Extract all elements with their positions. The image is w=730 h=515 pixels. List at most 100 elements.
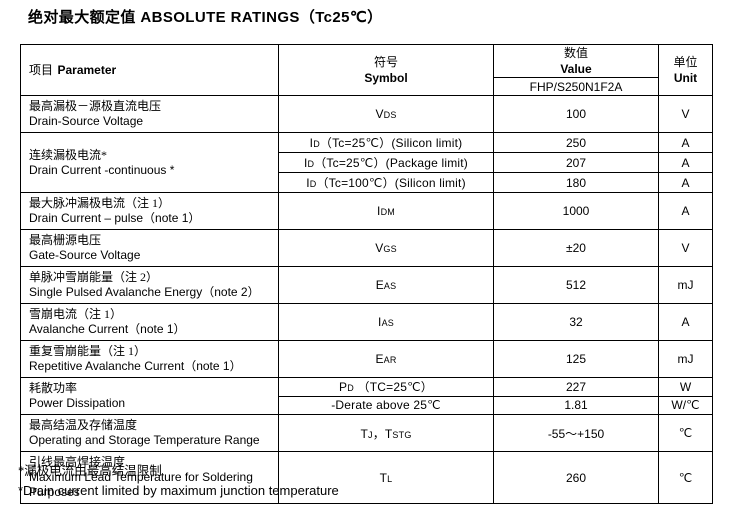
- row-symbol: EAR: [278, 340, 494, 378]
- header-symbol: 符号 Symbol: [278, 44, 494, 96]
- symbol-main: I: [309, 136, 314, 150]
- symbol-sub: DS: [383, 110, 397, 120]
- symbol-main: V: [375, 241, 384, 255]
- row-value: 100: [493, 95, 659, 133]
- parameter-cn: 最大脉冲漏极电流（注 1）: [29, 196, 171, 210]
- row-unit: mJ: [658, 266, 713, 304]
- parameter-en: Gate-Source Voltage: [29, 248, 141, 262]
- row-unit: V: [658, 229, 713, 267]
- row-symbol: -Derate above 25℃: [278, 395, 494, 415]
- row-value: -55～+150: [493, 414, 659, 452]
- row-value: 1.81: [493, 395, 659, 415]
- parameter-en-2: Purposes: [29, 485, 80, 499]
- row-unit: A: [658, 152, 713, 173]
- row-symbol: TJ，TSTG: [278, 414, 494, 452]
- parameter-cn: 最高漏极－源极直流电压: [29, 99, 162, 113]
- row-value: 250: [493, 132, 659, 153]
- symbol-suffix: （Tc=25℃）(Package limit): [314, 156, 469, 170]
- table-row: ID（Tc=100℃）(Silicon limit) 180 A: [21, 172, 713, 193]
- row-symbol: IDM: [278, 192, 494, 230]
- row-symbol: ID（Tc=25℃）(Package limit): [278, 152, 494, 173]
- row-symbol: TL: [278, 451, 494, 504]
- absolute-ratings-table: 项目 Parameter 符号 Symbol 数值 Value FHP/S250…: [20, 44, 713, 504]
- symbol-sub: L: [387, 473, 393, 484]
- symbol-main: I: [378, 315, 382, 329]
- symbol-main: I: [303, 156, 308, 170]
- row-value: 32: [493, 303, 659, 341]
- parameter-en: Operating and Storage Temperature Range: [29, 433, 260, 447]
- row-parameter: 耗散功率 Power Dissipation: [20, 377, 279, 415]
- symbol-main: T: [379, 470, 388, 485]
- row-unit: ℃: [658, 414, 713, 452]
- row-value: 1000: [493, 192, 659, 230]
- symbol-suffix: （Tc=100℃）(Silicon limit): [316, 176, 466, 190]
- header-value: 数值 Value FHP/S250N1F2A: [493, 44, 659, 96]
- parameter-en: Drain-Source Voltage: [29, 114, 144, 128]
- row-value: 125: [493, 340, 659, 378]
- header-symbol-cn: 符号: [373, 54, 398, 69]
- row-symbol: IAS: [278, 303, 494, 341]
- header-unit-cn: 单位: [673, 54, 698, 69]
- parameter-cn: 引线最高焊接温度: [29, 455, 126, 469]
- symbol-main: E: [375, 278, 384, 292]
- parameter-cn: 雪崩电流（注 1）: [29, 307, 123, 321]
- header-parameter: 项目 Parameter: [20, 44, 279, 96]
- header-value-labels: 数值 Value: [494, 45, 658, 78]
- table-row: 单脉冲雪崩能量（注 2） Single Pulsed Avalanche Ene…: [20, 266, 713, 304]
- header-unit-en: Unit: [673, 70, 698, 85]
- row-unit: ℃: [658, 451, 713, 504]
- row-parameter: 单脉冲雪崩能量（注 2） Single Pulsed Avalanche Ene…: [20, 266, 279, 304]
- table-row: 最高结温及存储温度 Operating and Storage Temperat…: [20, 414, 713, 452]
- parameter-cn: 重复雪崩能量（注 1）: [29, 344, 147, 358]
- symbol-sub: D: [347, 383, 354, 394]
- symbol-sub: DM: [380, 207, 395, 217]
- row-symbol: VGS: [278, 229, 494, 267]
- symbol-main: T: [360, 426, 368, 441]
- table-row: 引线最高焊接温度 Maximum Lead Temperature for So…: [20, 451, 713, 504]
- row-parameter: 最高结温及存储温度 Operating and Storage Temperat…: [20, 414, 279, 452]
- row-parameter: 最大脉冲漏极电流（注 1） Drain Current – pulse（note…: [20, 192, 279, 230]
- symbol-sub: AS: [381, 318, 394, 328]
- row-symbol: ID（Tc=25℃）(Silicon limit): [278, 132, 494, 153]
- row-value: 260: [493, 451, 659, 504]
- table-row: 耗散功率 Power Dissipation PD （TC=25℃） 227 W: [20, 377, 713, 415]
- symbol-suffix: （Tc=25℃）(Silicon limit): [319, 136, 463, 150]
- row-value: 512: [493, 266, 659, 304]
- row-parameter: 引线最高焊接温度 Maximum Lead Temperature for So…: [20, 451, 279, 504]
- table-row: 最高漏极－源极直流电压 Drain-Source Voltage VDS 100…: [20, 95, 713, 133]
- table-row: 最高栅源电压 Gate-Source Voltage VGS ±20 V: [20, 229, 713, 267]
- symbol-main: P: [339, 380, 348, 395]
- symbol-sub: D: [309, 179, 317, 189]
- row-parameter: 连续漏极电流* Drain Current -continuous *: [20, 132, 279, 193]
- symbol-suffix: （TC=25℃）: [357, 380, 433, 395]
- parameter-en: Drain Current -continuous *: [29, 162, 175, 177]
- table-header-row: 项目 Parameter 符号 Symbol 数值 Value FHP/S250…: [20, 44, 713, 96]
- symbol-main: E: [375, 352, 384, 366]
- header-value-cn: 数值: [563, 45, 588, 60]
- table-row: -Derate above 25℃ 1.81 W/℃: [21, 395, 713, 415]
- row-parameter: 最高栅源电压 Gate-Source Voltage: [20, 229, 279, 267]
- row-symbol: VDS: [278, 95, 494, 133]
- table-row: 最大脉冲漏极电流（注 1） Drain Current – pulse（note…: [20, 192, 713, 230]
- header-symbol-en: Symbol: [364, 70, 408, 85]
- parameter-cn: 最高结温及存储温度: [29, 418, 138, 432]
- row-parameter: 重复雪崩能量（注 1） Repetitive Avalanche Current…: [20, 340, 279, 378]
- row-unit: A: [658, 172, 713, 193]
- footnote-en: *Drain current limited by maximum juncti…: [18, 483, 339, 498]
- symbol-main: I: [377, 204, 381, 218]
- footnotes: *漏极电流由最高结温限制 *Drain current limited by m…: [18, 462, 708, 501]
- parameter-cn: 单脉冲雪崩能量（注 2）: [29, 270, 159, 284]
- parameter-cn: 耗散功率: [29, 381, 78, 395]
- symbol-sub-2: STG: [392, 429, 412, 440]
- header-unit: 单位 Unit: [658, 44, 713, 96]
- parameter-cn: 连续漏极电流*: [29, 147, 108, 162]
- row-unit: W: [658, 377, 713, 397]
- symbol-sub: GS: [383, 244, 397, 254]
- symbol-sub: D: [313, 139, 320, 149]
- table-row: 连续漏极电流* Drain Current -continuous * ID（T…: [20, 132, 713, 193]
- symbol-sub: AS: [383, 281, 397, 291]
- row-value: ±20: [493, 229, 659, 267]
- row-value: 207: [493, 152, 659, 173]
- symbol-main: V: [375, 107, 384, 121]
- symbol-sub: J: [367, 429, 373, 440]
